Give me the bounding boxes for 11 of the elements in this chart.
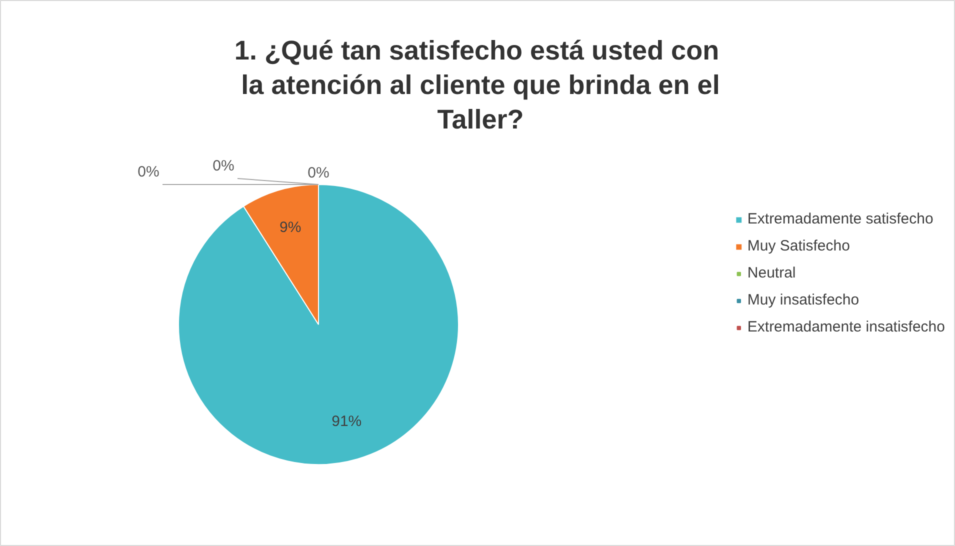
chart-title: 1. ¿Qué tan satisfecho está usted con la atención al cliente que brinda en el Taller? bbox=[234, 36, 720, 134]
text: 0% bbox=[308, 164, 330, 182]
legend-label: Extremadamente insatisfecho bbox=[747, 318, 945, 336]
legend-label: Muy Satisfecho bbox=[747, 238, 850, 254]
legend-label: Extremadamente satisfecho bbox=[747, 210, 934, 228]
legend-label: Neutral bbox=[747, 264, 796, 282]
text: 0% bbox=[212, 158, 234, 174]
legend-label: Muy insatisfecho bbox=[747, 292, 860, 308]
data-label: 9% bbox=[280, 219, 302, 236]
data-label: 91% bbox=[332, 412, 362, 430]
text: 0% bbox=[138, 164, 160, 180]
